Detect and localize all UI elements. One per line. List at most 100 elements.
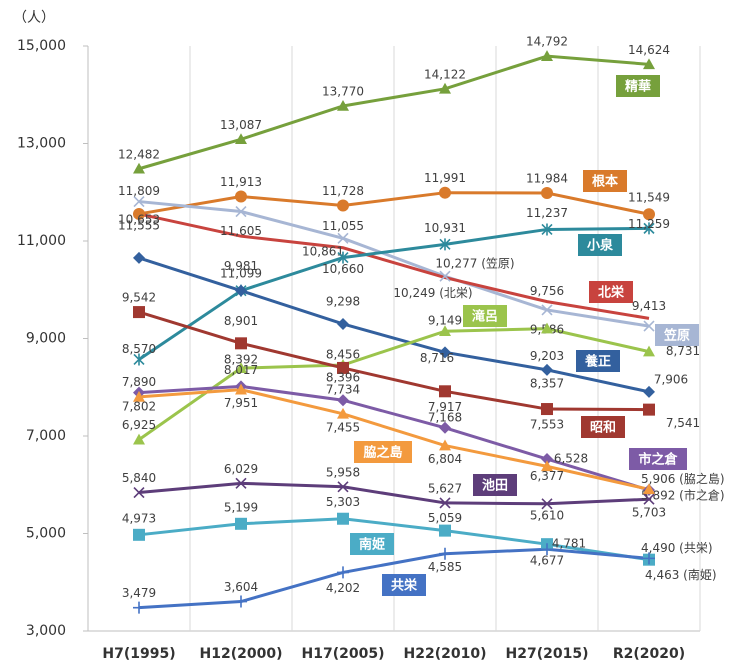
- data-label: 10,277 (笠原): [435, 256, 514, 271]
- marker: [337, 317, 349, 330]
- series-name-box: [583, 170, 627, 192]
- y-tick-label: 15,000: [17, 38, 66, 54]
- marker: [337, 99, 349, 111]
- data-label: 11,605: [220, 224, 262, 238]
- data-label: 11,099: [220, 267, 262, 281]
- data-label: 7,890: [122, 375, 156, 389]
- y-tick-label: 13,000: [17, 136, 66, 152]
- marker: [337, 394, 349, 407]
- series-name-box: [578, 234, 622, 256]
- marker: [235, 205, 247, 218]
- data-label: 4,202: [326, 581, 360, 595]
- data-label: 6,925: [122, 418, 156, 432]
- data-label: 8,456: [326, 348, 360, 362]
- data-label: 9,413: [632, 299, 666, 313]
- data-label: 6,377: [530, 469, 564, 483]
- data-label: 8,396: [326, 370, 360, 384]
- data-label: 12,482: [118, 147, 160, 161]
- legend-label: 脇之島: [363, 445, 402, 461]
- marker: [337, 481, 349, 493]
- data-label: 8,901: [224, 314, 258, 328]
- data-label: 5,199: [224, 500, 258, 514]
- data-label: 5,892 (市之倉): [641, 488, 725, 503]
- series-line: [138, 327, 650, 441]
- data-label: 4,781: [552, 537, 586, 551]
- series-line: [138, 256, 650, 394]
- data-label: 4,585: [428, 560, 462, 574]
- marker: [337, 361, 349, 374]
- y-tick-label: 7,000: [26, 428, 66, 444]
- data-label: 10,861: [302, 244, 344, 258]
- data-label: 11,055: [322, 219, 364, 233]
- data-label: 11,913: [220, 175, 262, 189]
- data-label: 9,981: [224, 259, 258, 273]
- marker: [541, 403, 553, 416]
- marker: [133, 528, 145, 541]
- marker: [235, 133, 247, 145]
- marker: [541, 460, 553, 472]
- marker: [643, 552, 655, 565]
- marker: [541, 50, 553, 61]
- data-label: 5,627: [428, 481, 462, 495]
- data-label: 7,553: [530, 418, 564, 432]
- marker: [133, 207, 145, 220]
- data-label: 11,809: [118, 184, 160, 198]
- marker: [235, 337, 247, 350]
- data-label: 7,951: [224, 396, 258, 410]
- marker: [439, 238, 451, 251]
- data-label: 13,770: [322, 84, 364, 98]
- x-tick-label: R2(2020): [613, 646, 685, 662]
- data-label: 10,931: [424, 221, 466, 235]
- data-label: 3,604: [224, 580, 258, 594]
- marker: [337, 512, 349, 525]
- data-label: 9,203: [530, 349, 564, 363]
- legend-label: 南姫: [359, 537, 385, 553]
- legend-label: 養正: [584, 354, 611, 370]
- data-label: 9,542: [122, 291, 156, 305]
- data-label: 4,677: [530, 554, 564, 568]
- marker: [643, 320, 655, 332]
- series-name-box: [581, 416, 625, 438]
- series-line: [138, 481, 650, 506]
- data-label: 7,455: [326, 420, 360, 434]
- data-label: 6,804: [428, 452, 462, 466]
- series-name-box: [354, 441, 412, 463]
- marker: [541, 322, 553, 334]
- data-label: 7,906: [654, 372, 688, 386]
- data-label: 5,958: [326, 465, 360, 479]
- data-label: 7,734: [326, 383, 360, 397]
- legend-label: 精華: [625, 79, 651, 95]
- series-line: [138, 226, 650, 361]
- marker: [643, 222, 655, 235]
- marker: [133, 486, 145, 499]
- legend-label: 小泉: [587, 238, 614, 254]
- series-name-box: [473, 474, 517, 496]
- marker: [439, 524, 451, 537]
- marker: [439, 270, 451, 282]
- marker: [337, 199, 349, 212]
- data-label: 5,303: [326, 495, 360, 509]
- series-line: [138, 200, 650, 328]
- data-label: 8,570: [122, 342, 156, 356]
- marker: [235, 477, 247, 489]
- marker: [439, 385, 451, 398]
- data-label: 8,731: [666, 344, 700, 358]
- marker: [439, 421, 451, 434]
- data-label: 14,792: [526, 35, 568, 49]
- x-tick-label: H27(2015): [506, 646, 589, 662]
- series-line: [138, 517, 650, 562]
- x-tick-label: H12(2000): [200, 646, 283, 662]
- marker: [439, 325, 451, 337]
- legend-label: 共栄: [391, 578, 418, 594]
- marker: [337, 407, 349, 419]
- data-label: 10,660: [322, 262, 364, 276]
- data-label: 10,249 (北栄): [393, 286, 472, 300]
- legend-label: 根本: [592, 174, 618, 190]
- marker: [235, 362, 247, 373]
- marker: [439, 186, 451, 199]
- marker: [541, 543, 553, 556]
- data-label: 13,087: [220, 118, 262, 132]
- marker: [235, 595, 247, 608]
- data-label: 11,259: [628, 217, 670, 231]
